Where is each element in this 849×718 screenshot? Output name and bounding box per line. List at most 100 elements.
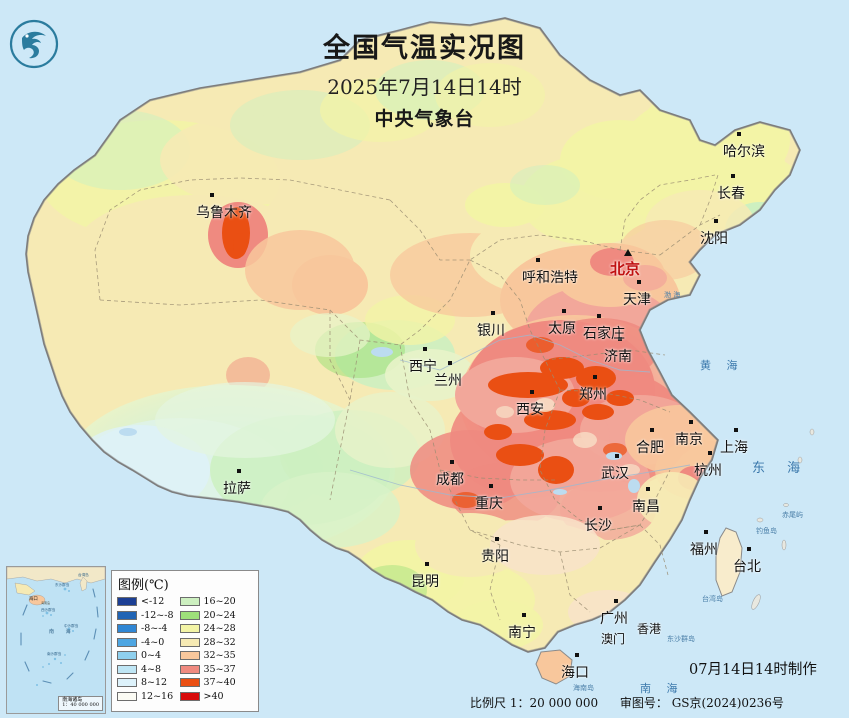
- scale-label: 比例尺: [470, 696, 507, 710]
- city-label: 西安: [516, 402, 544, 418]
- legend-label: <-12: [141, 596, 165, 608]
- city-label: 呼和浩特: [522, 270, 578, 286]
- inset-scale: 1：40 000 000: [62, 702, 99, 709]
- legend-row: -4~0: [117, 636, 174, 650]
- city-label: 广州: [600, 611, 628, 627]
- svg-text:南沙群岛: 南沙群岛: [47, 651, 62, 656]
- legend-label: 37~40: [203, 677, 236, 689]
- city-label: 昆明: [411, 574, 439, 590]
- legend-swatch: [117, 664, 137, 674]
- city-label: 济南: [604, 349, 632, 365]
- city-marker: [522, 613, 526, 617]
- legend-swatch: [117, 597, 137, 607]
- legend-label: 4~8: [141, 663, 162, 675]
- city-label: 兰州: [434, 373, 462, 389]
- legend-row: 37~40: [179, 676, 236, 690]
- city-marker: [615, 454, 619, 458]
- city-label: 拉萨: [223, 481, 251, 497]
- svg-text:西沙群岛: 西沙群岛: [41, 607, 56, 612]
- lakes: [119, 347, 640, 495]
- legend-row: 20~24: [179, 609, 236, 623]
- national-border: [25, 17, 801, 653]
- legend-swatch: [117, 678, 137, 688]
- sea-label: 东 海: [752, 461, 810, 476]
- city-marker: [562, 309, 566, 313]
- legend-swatch: [179, 651, 200, 661]
- legend-row: >40: [179, 690, 236, 704]
- legend-row: 35~37: [179, 663, 236, 677]
- city-marker: [593, 375, 597, 379]
- city-label: 郑州: [579, 387, 607, 403]
- city-label: 澳门: [601, 632, 626, 646]
- city-marker: [747, 547, 751, 551]
- sea-label: 钓鱼岛: [756, 527, 777, 535]
- city-label: 天津: [623, 292, 651, 308]
- legend-swatch: [117, 624, 137, 634]
- approval-value: GS京(2024)0236号: [671, 696, 784, 710]
- legend-row: 28~32: [179, 636, 236, 650]
- city-marker: [737, 132, 741, 136]
- legend-label: 28~32: [203, 636, 236, 648]
- sea-label: 台湾岛: [702, 595, 723, 603]
- legend-label: 32~35: [203, 650, 236, 662]
- city-label: 贵阳: [481, 549, 509, 565]
- legend-row: -12~-8: [117, 609, 174, 623]
- city-label: 重庆: [475, 496, 503, 512]
- city-label: 沈阳: [700, 231, 728, 247]
- city-label: 长春: [717, 186, 745, 202]
- legend-swatch: [179, 637, 200, 647]
- city-label: 西宁: [409, 359, 437, 375]
- inset-name: 南海诸岛: [62, 696, 83, 703]
- province-borders: [94, 174, 721, 621]
- city-marker: [598, 506, 602, 510]
- city-label: 武汉: [601, 466, 629, 482]
- city-label: 太原: [548, 321, 576, 337]
- city-marker: [714, 219, 718, 223]
- legend-row: 4~8: [117, 663, 174, 677]
- city-label: 哈尔滨: [723, 144, 765, 160]
- city-label: 长沙: [584, 518, 612, 534]
- legend-title: 图例(℃): [118, 578, 169, 593]
- legend-label: 35~37: [203, 663, 236, 675]
- rivers: [349, 334, 691, 499]
- city-marker: [597, 314, 601, 318]
- city-label: 合肥: [636, 440, 664, 456]
- legend-swatch: [179, 597, 200, 607]
- city-label: 香港: [637, 622, 662, 636]
- sea-label: 赤尾屿: [782, 511, 803, 519]
- legend-label: -4~0: [141, 636, 165, 648]
- legend-swatch: [179, 678, 200, 688]
- city-marker: [491, 311, 495, 315]
- cma-dragon-logo: [8, 18, 60, 70]
- svg-text:台湾岛: 台湾岛: [78, 572, 89, 577]
- legend-swatch: [179, 624, 200, 634]
- legend-row: 24~28: [179, 622, 236, 636]
- city-marker: [450, 460, 454, 464]
- legend-row: 12~16: [117, 690, 174, 704]
- legend-row: <-12: [117, 595, 174, 609]
- city-marker: [646, 487, 650, 491]
- city-marker: [237, 469, 241, 473]
- sea-label: 海南岛: [573, 684, 594, 692]
- svg-text:东沙群岛: 东沙群岛: [55, 582, 70, 587]
- svg-text:海口: 海口: [29, 595, 38, 602]
- city-label: 乌鲁木齐: [196, 205, 252, 221]
- sea-label: 南 海: [640, 682, 684, 695]
- city-label: 海口: [561, 665, 589, 681]
- legend-label: 24~28: [203, 623, 236, 635]
- inset-scale-box: 南海诸岛 1：40 000 000: [58, 695, 103, 711]
- taiwan-island: [715, 527, 743, 597]
- city-label: 银川: [477, 323, 505, 339]
- legend-swatch: [117, 637, 137, 647]
- city-marker: [704, 530, 708, 534]
- city-marker: [734, 428, 738, 432]
- city-label: 南昌: [632, 499, 660, 515]
- city-marker: [618, 337, 622, 341]
- production-timestamp: 07月14日14时制作: [689, 662, 817, 678]
- legend-row: -8~-4: [117, 622, 174, 636]
- svg-text:南 海: 南 海: [49, 628, 76, 635]
- city-marker: [448, 361, 452, 365]
- sea-label: 黄 海: [700, 359, 744, 372]
- city-marker: [423, 347, 427, 351]
